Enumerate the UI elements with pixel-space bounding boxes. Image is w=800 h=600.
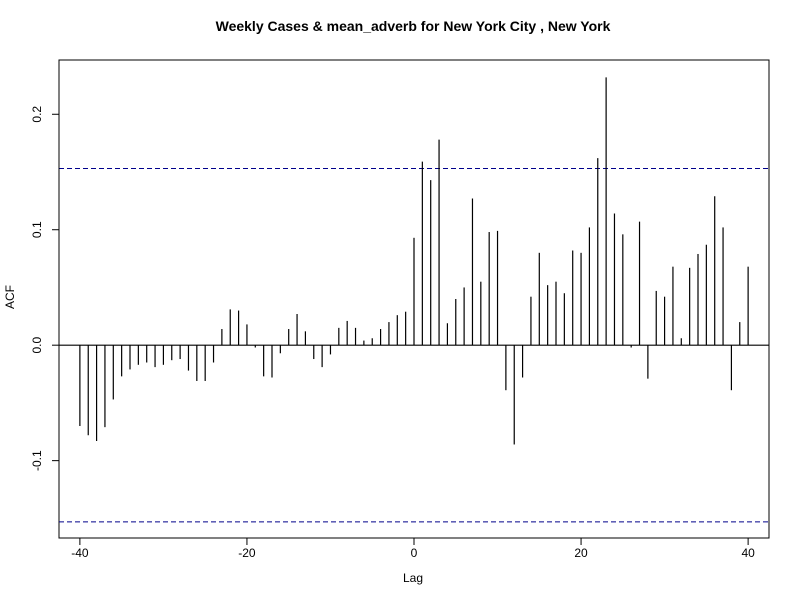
y-axis-label: ACF [3, 285, 17, 309]
x-tick-label: -40 [71, 546, 89, 560]
x-tick-label: 20 [574, 546, 588, 560]
x-axis-label: Lag [403, 571, 423, 585]
y-tick-label: -0.1 [30, 450, 44, 471]
y-tick-label: 0.2 [30, 106, 44, 123]
x-tick-label: 0 [411, 546, 418, 560]
x-tick-label: -20 [238, 546, 256, 560]
y-tick-label: 0.0 [30, 337, 44, 354]
x-tick-label: 40 [741, 546, 755, 560]
y-tick-label: 0.1 [30, 221, 44, 238]
chart-marks: -40 -20 0 20 40 -0.1 0.0 0.1 0.2 [30, 77, 769, 560]
chart-title: Weekly Cases & mean_adverb for New York … [216, 18, 611, 34]
